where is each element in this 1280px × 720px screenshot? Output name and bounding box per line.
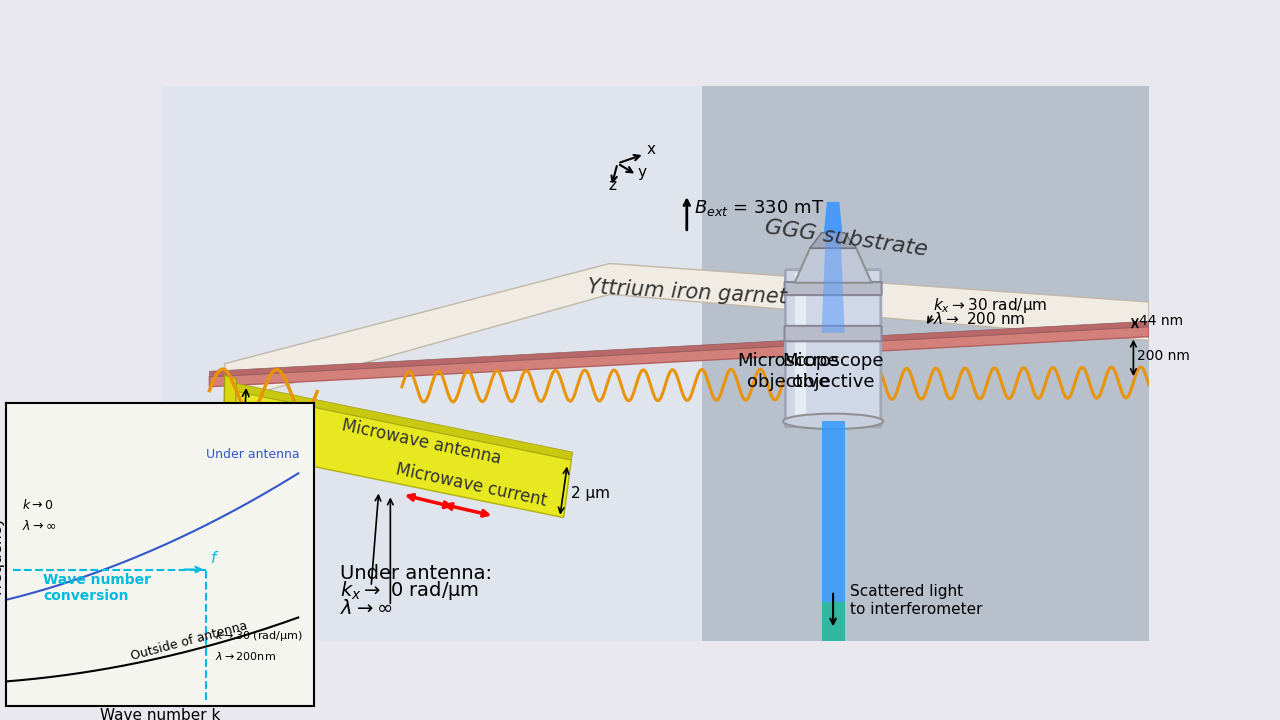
Under antenna — [17, 591, 32, 600]
Polygon shape — [233, 383, 573, 460]
Under antenna — [0, 595, 14, 604]
Under antenna — [276, 478, 292, 487]
Polygon shape — [164, 86, 780, 641]
Text: z: z — [608, 179, 616, 194]
Outside of antenna — [77, 668, 92, 677]
Text: 2 μm: 2 μm — [571, 486, 611, 501]
Outside of antenna — [52, 671, 68, 680]
Text: $\lambda$$\rightarrow$ 200 nm: $\lambda$$\rightarrow$ 200 nm — [933, 310, 1025, 327]
Text: $k$$\rightarrow$30 (rad/μm): $k$$\rightarrow$30 (rad/μm) — [215, 629, 303, 643]
Text: Under antenna: Under antenna — [206, 448, 300, 461]
FancyBboxPatch shape — [785, 282, 882, 295]
Text: Scattered light
to interferometer: Scattered light to interferometer — [850, 585, 983, 617]
Outside of antenna — [10, 676, 26, 685]
Polygon shape — [824, 202, 842, 233]
Polygon shape — [223, 375, 237, 441]
Text: GGG substrate: GGG substrate — [764, 217, 929, 260]
Text: Microscope
objective: Microscope objective — [737, 352, 840, 391]
Text: $\lambda$$\rightarrow$200nm: $\lambda$$\rightarrow$200nm — [215, 650, 276, 662]
Outside of antenna — [266, 622, 282, 631]
Text: 44 nm: 44 nm — [1139, 314, 1183, 328]
Text: Spin wave: Spin wave — [202, 390, 287, 429]
Outside of antenna — [276, 618, 292, 627]
Y-axis label: Frequency: Frequency — [0, 515, 4, 594]
Text: $\lambda$$\rightarrow$$\infty$: $\lambda$$\rightarrow$$\infty$ — [340, 599, 393, 618]
Polygon shape — [822, 603, 845, 641]
Polygon shape — [225, 390, 571, 518]
Polygon shape — [703, 86, 1149, 641]
Polygon shape — [210, 321, 1149, 377]
Under antenna — [291, 469, 306, 477]
Text: Outside of antenna: Outside of antenna — [129, 619, 248, 663]
Under antenna — [77, 572, 92, 581]
Text: $k_x$$\rightarrow$30 rad/μm: $k_x$$\rightarrow$30 rad/μm — [933, 296, 1047, 315]
Text: Yttrium iron garnet: Yttrium iron garnet — [586, 277, 787, 307]
Polygon shape — [822, 421, 845, 641]
Polygon shape — [810, 233, 856, 248]
Text: f: f — [211, 552, 216, 567]
Text: x: x — [646, 142, 655, 157]
Text: $\lambda$$\rightarrow$$\infty$: $\lambda$$\rightarrow$$\infty$ — [22, 519, 56, 534]
X-axis label: Wave number k: Wave number k — [100, 708, 220, 720]
Text: Microwave antenna: Microwave antenna — [340, 416, 503, 468]
Text: Under antenna:: Under antenna: — [340, 564, 493, 583]
Polygon shape — [795, 273, 806, 421]
Outside of antenna — [291, 613, 306, 622]
Line: Under antenna: Under antenna — [6, 473, 298, 600]
Polygon shape — [210, 327, 1149, 387]
Under antenna — [266, 484, 282, 492]
Line: Outside of antenna: Outside of antenna — [6, 618, 298, 681]
FancyBboxPatch shape — [786, 270, 881, 427]
Polygon shape — [795, 248, 872, 283]
Text: $k$$\rightarrow$0: $k$$\rightarrow$0 — [22, 498, 54, 512]
Text: Microwave current: Microwave current — [394, 461, 548, 510]
Outside of antenna — [17, 675, 32, 684]
Polygon shape — [822, 202, 845, 333]
Under antenna — [52, 580, 68, 589]
Text: Wave number
conversion: Wave number conversion — [44, 572, 151, 603]
Text: y: y — [637, 166, 646, 180]
Text: Microscope
objective: Microscope objective — [782, 352, 884, 391]
Ellipse shape — [783, 414, 883, 429]
Text: 200 nm: 200 nm — [1137, 348, 1190, 363]
Text: $k_x$$\rightarrow$ 0 rad/μm: $k_x$$\rightarrow$ 0 rad/μm — [340, 579, 480, 602]
Under antenna — [10, 593, 26, 601]
FancyBboxPatch shape — [785, 326, 882, 341]
Text: $B_{ext}$ = 330 mT: $B_{ext}$ = 330 mT — [695, 199, 824, 218]
Outside of antenna — [0, 677, 14, 685]
Polygon shape — [225, 264, 1149, 402]
